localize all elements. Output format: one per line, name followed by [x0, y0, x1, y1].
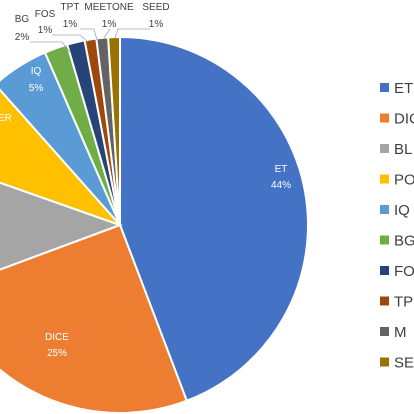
legend-label: BL [394, 141, 412, 158]
legend: ET DIC BL PO IQ BG FO TP M SE [380, 80, 414, 372]
legend-swatch [380, 174, 389, 184]
pie-slice-blast [0, 181, 123, 271]
legend-label: SE [394, 355, 414, 372]
slice-label-et-pct: 44% [271, 180, 291, 191]
pie-slices [0, 35, 310, 414]
legend-label: ET [394, 80, 413, 97]
slice-label-bg-name: BG [15, 14, 30, 25]
legend-swatch [380, 205, 389, 214]
legend-label: BG [394, 233, 414, 250]
pie-slice-et [119, 35, 310, 403]
slice-labels: ET 44% DICE 25% ER IQ 5% BG 2% FOS 1% TP… [0, 2, 291, 359]
slice-label-iq-pct: 5% [29, 83, 44, 94]
leader-lines [30, 28, 150, 53]
pie-slice-dice [0, 223, 189, 414]
legend-swatch [380, 327, 389, 336]
slice-label-bg-pct: 2% [15, 32, 30, 43]
slice-label-fos-pct: 1% [38, 25, 53, 36]
slice-label-power-name: ER [0, 113, 12, 124]
legend-swatch [380, 113, 389, 123]
legend-swatch [380, 83, 389, 92]
slice-label-meetone-pct: 1% [102, 19, 117, 30]
legend-label: IQ [394, 202, 410, 219]
leader-line [103, 28, 111, 39]
legend-swatch [380, 296, 389, 306]
slice-label-dice-pct: 25% [47, 348, 67, 359]
legend-label: TP [394, 294, 413, 311]
legend-label: PO [394, 172, 414, 189]
slice-label-tpt-name: TPT [61, 2, 80, 13]
leader-line [80, 28, 98, 41]
slice-label-et-name: ET [275, 164, 288, 175]
leader-line [114, 28, 150, 39]
leader-line [52, 34, 89, 43]
slice-label-iq-name: IQ [31, 66, 42, 77]
legend-swatch [380, 235, 389, 245]
legend-label: M [394, 324, 407, 341]
legend-swatch [380, 266, 389, 275]
slice-label-seed-name: SEED [142, 2, 169, 13]
slice-label-dice-name: DICE [45, 332, 69, 343]
leader-line [30, 41, 71, 53]
legend-swatch [380, 357, 389, 367]
slice-label-tpt-pct: 1% [63, 19, 78, 30]
slice-label-seed-pct: 1% [149, 19, 164, 30]
slice-label-fos-name: FOS [35, 9, 56, 20]
slice-label-meetone-name: MEETONE [84, 2, 134, 13]
legend-label: DIC [394, 111, 414, 128]
pie-slice-seed [107, 35, 121, 226]
legend-swatch [380, 144, 389, 153]
legend-label: FO [394, 263, 414, 280]
